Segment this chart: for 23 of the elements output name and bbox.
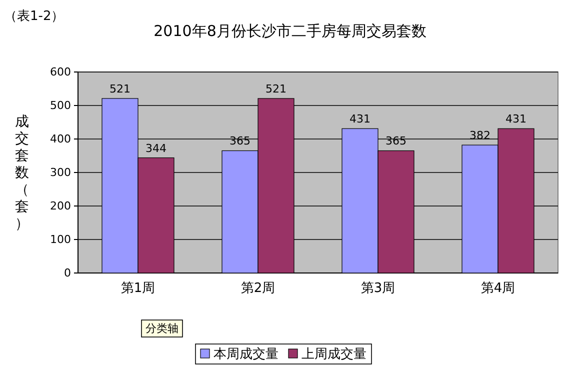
x-tick-label: 第1周 [120,281,156,296]
text: （表1-2） [4,9,64,24]
x-tick-label: 第4周 [480,281,516,296]
legend-label: 上周成交量 [302,346,366,362]
data-label: 344 [146,142,166,155]
y-tick-label: 300 [50,166,71,180]
x-tick-label: 第2周 [240,281,276,296]
y-tick-label: 100 [50,233,71,246]
y-tick-label: 200 [50,200,71,213]
y-tick-label: 400 [50,132,71,146]
y-tick-label: 0 [64,266,71,280]
y-tick-label: 500 [50,99,71,112]
data-label: 382 [470,129,490,142]
data-label: 431 [350,112,370,126]
x-tick-label: 第3周 [360,281,396,296]
y-axis-title: 成交套数（套） [15,114,29,232]
y-tick-label: 600 [50,66,71,79]
data-label: 431 [506,112,526,126]
legend-label: 本周成交量 [214,346,278,362]
data-label: 521 [110,82,130,96]
chart-title: 2010年8月份长沙市二手房每周交易套数 [154,22,426,40]
text: 分类轴 [146,322,178,335]
data-label: 521 [266,82,286,96]
